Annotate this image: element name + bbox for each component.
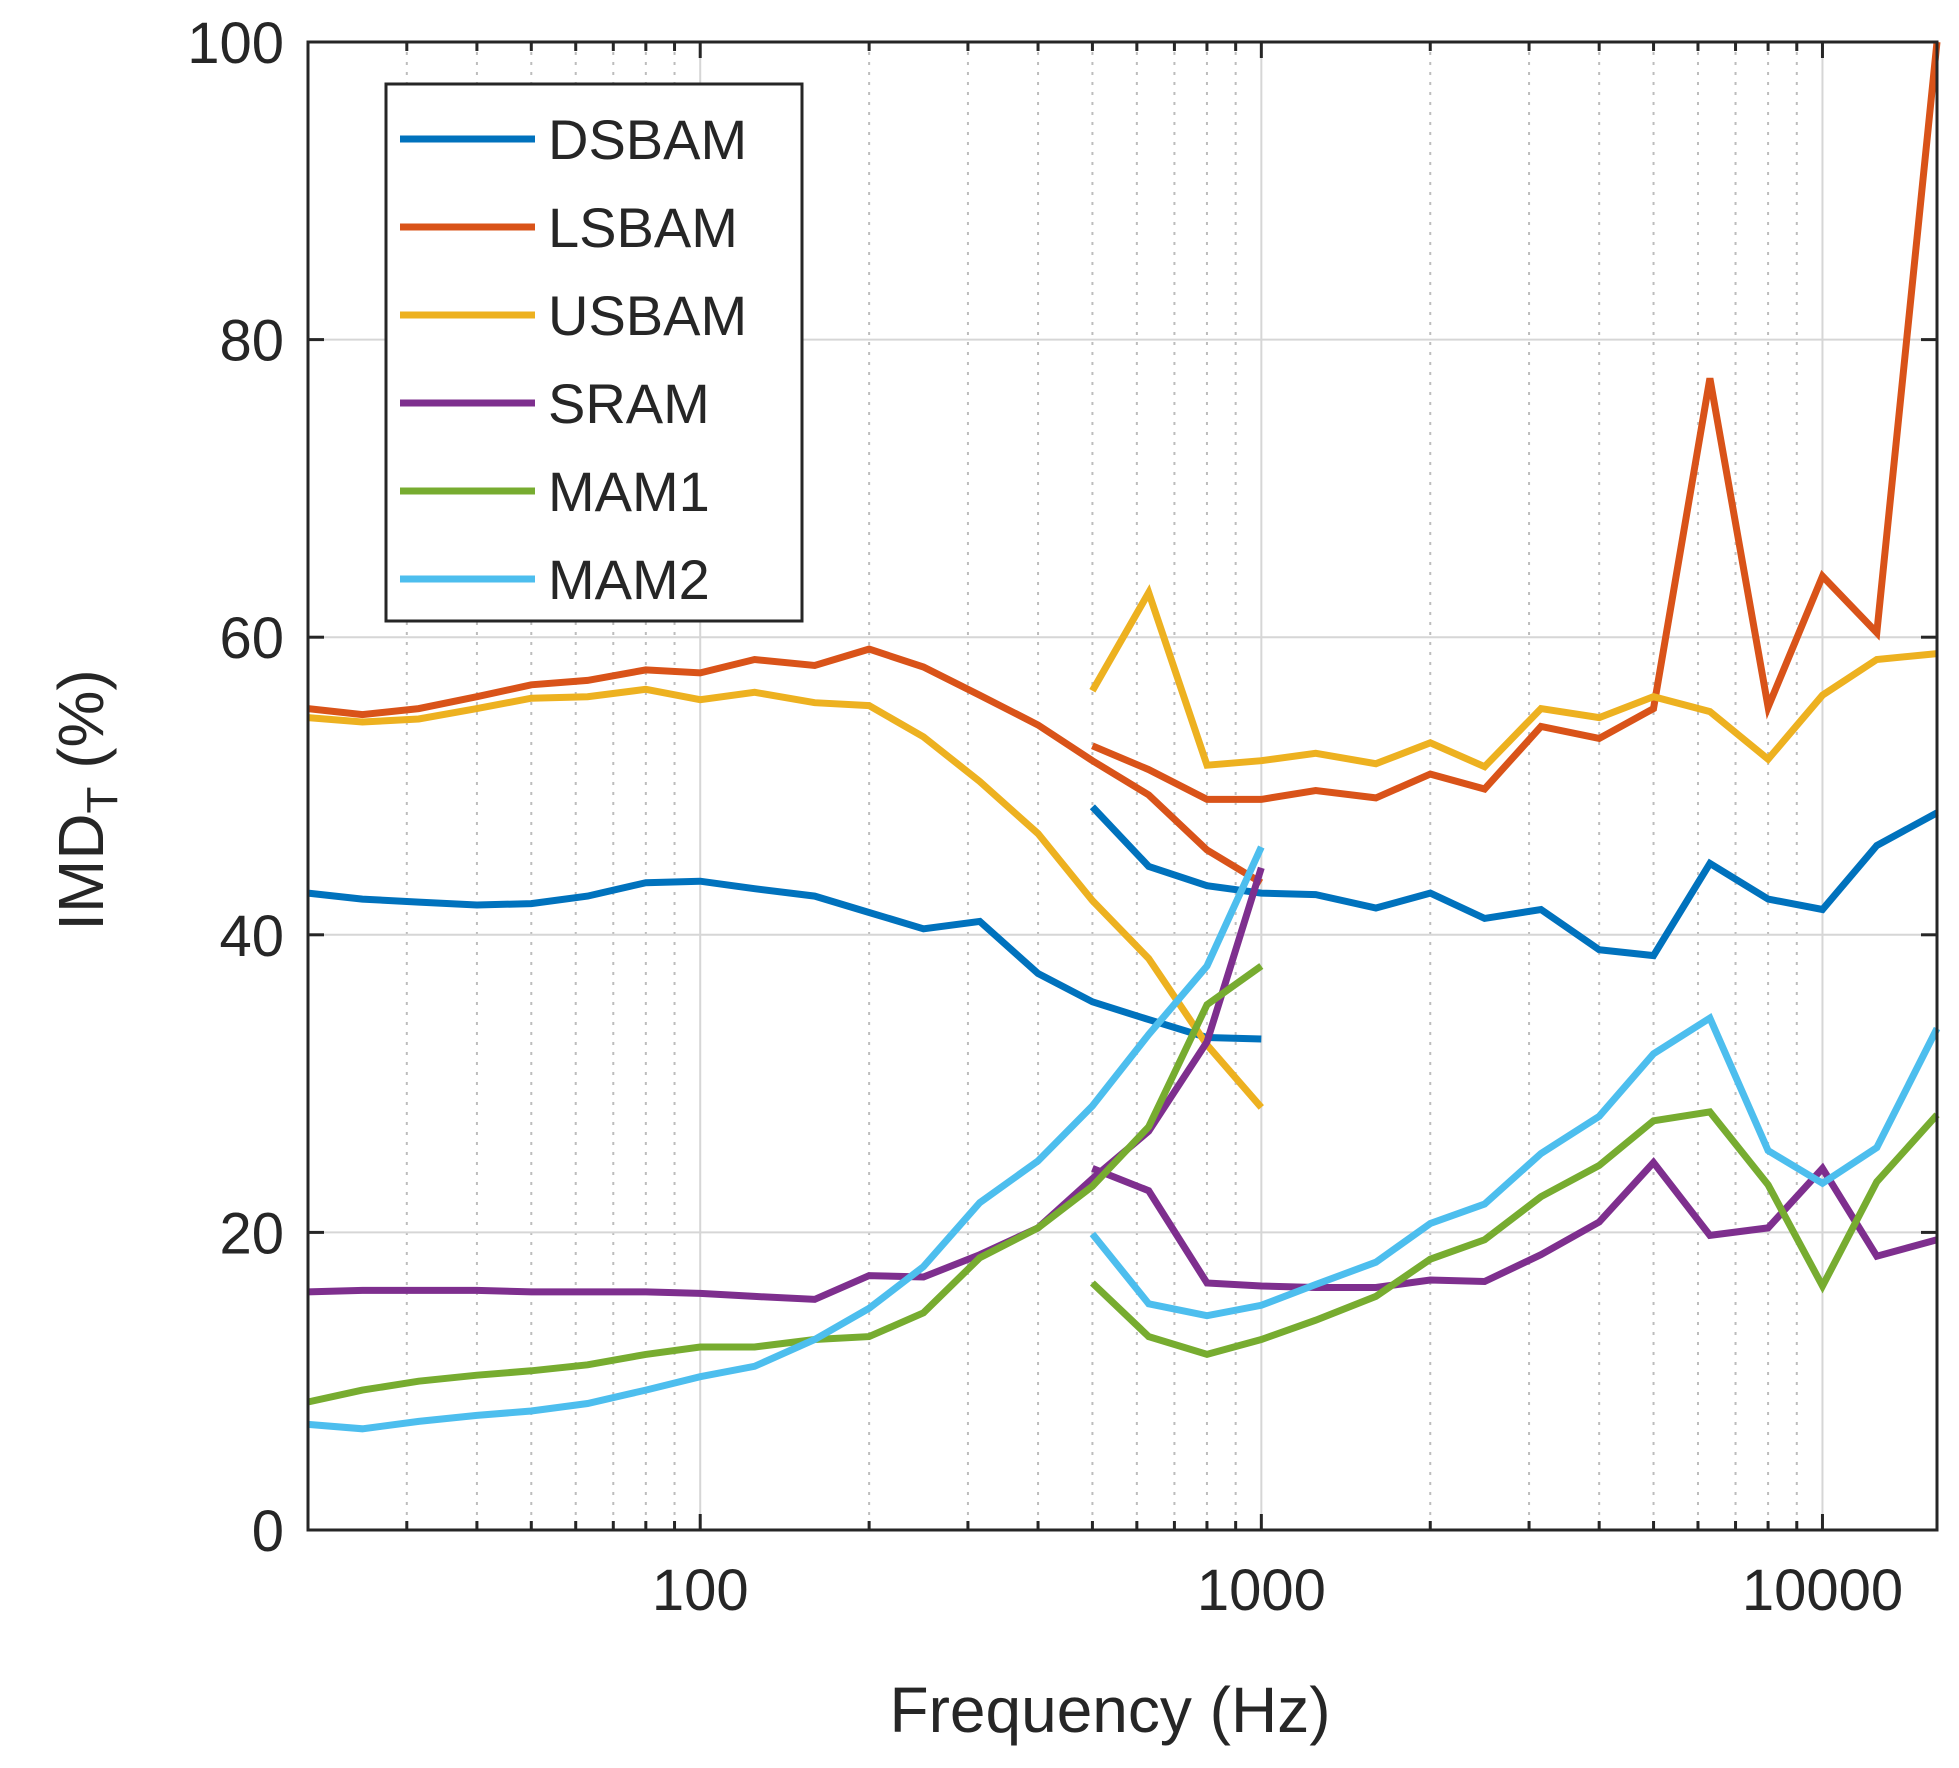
series-line-mam2-low-band xyxy=(307,845,1265,1433)
series-line-usbam-high-band xyxy=(1089,584,1938,771)
x-tick-label: 100 xyxy=(652,1558,749,1623)
legend-label-mam2: MAM2 xyxy=(548,548,710,611)
x-tick-label: 10000 xyxy=(1742,1558,1903,1623)
y-tick-label: 60 xyxy=(219,606,284,671)
x-tick-label: 1000 xyxy=(1197,1558,1326,1623)
y-tick-label: 100 xyxy=(187,11,284,76)
series-line-lsbam-low-band xyxy=(307,645,1264,886)
series-lines xyxy=(307,41,1941,1433)
y-tick-label: 80 xyxy=(219,309,284,374)
y-axis-label-suffix: (%) xyxy=(45,669,117,786)
legend-box xyxy=(384,82,804,623)
legend-label-mam1: MAM1 xyxy=(548,460,710,523)
series-line-mam2-high-band xyxy=(1089,1012,1941,1320)
series-line-usbam-low-band xyxy=(307,685,1264,1110)
series-line-sram-low-band xyxy=(307,866,1265,1303)
y-axis-label-subscript: T xyxy=(78,787,127,814)
series-line-dsbam-high-band xyxy=(1089,804,1939,960)
y-tick-labels: 0 20 40 60 80 100 xyxy=(187,11,284,1564)
series-line-dsbam-low-band xyxy=(307,877,1262,1043)
y-tick-label: 40 xyxy=(219,904,284,969)
legend-label-usbam: USBAM xyxy=(548,284,747,347)
tick-marks xyxy=(306,40,1937,1532)
legend-label-sram: SRAM xyxy=(548,372,710,435)
legend-label-lsbam: LSBAM xyxy=(548,196,738,259)
series-line-mam1-low-band xyxy=(307,963,1264,1406)
legend-label-dsbam: DSBAM xyxy=(548,108,747,171)
plot-frame xyxy=(306,40,1939,1532)
x-axis-label: Frequency (Hz) xyxy=(890,1674,1331,1746)
series-line-sram-high-band xyxy=(1091,1157,1938,1291)
x-tick-labels: 100 1000 10000 xyxy=(652,1558,1903,1623)
series-line-lsbam-high-band xyxy=(1091,41,1941,803)
y-tick-label: 20 xyxy=(219,1201,284,1266)
series-line-mam1-high-band xyxy=(1089,1108,1940,1359)
legend: DSBAM LSBAM USBAM SRAM MAM1 MAM2 xyxy=(384,82,804,623)
legend-items: DSBAM LSBAM USBAM SRAM MAM1 MAM2 xyxy=(400,108,747,611)
y-axis-label: IMDT (%) xyxy=(45,669,127,931)
y-axis-label-main: IMD xyxy=(45,813,117,930)
y-tick-label: 0 xyxy=(252,1499,284,1564)
